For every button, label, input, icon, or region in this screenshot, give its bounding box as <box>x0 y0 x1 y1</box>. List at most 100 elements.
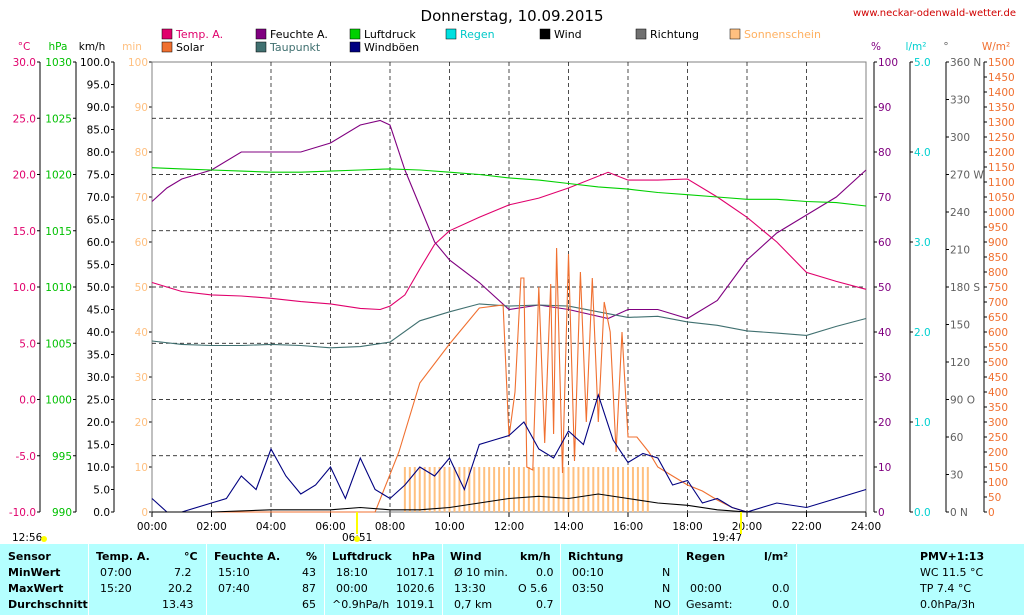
axis-tick-label: 75.0 <box>87 170 110 182</box>
axis-tick-label: 55.0 <box>87 260 110 272</box>
rain-total: 0.0 <box>772 598 790 611</box>
axis-tick-label: 20.0 <box>13 170 36 182</box>
axis-tick-label: 90 O <box>950 395 975 407</box>
axis-tick-label: 650 <box>988 312 1008 324</box>
axis-tick-label: 270 W <box>950 170 984 182</box>
legend-label: Wind <box>554 28 582 41</box>
sunshine-bar <box>517 467 520 512</box>
wind-max-value: O 5.6 <box>518 582 548 595</box>
axis-tick-label: 15.0 <box>87 440 110 452</box>
humidity-average: 65 <box>302 598 316 611</box>
wind-min-value: 0.0 <box>536 566 554 579</box>
rain-header: Regen <box>686 550 726 563</box>
legend-swatch <box>729 28 741 40</box>
wind-max-time: 13:30 <box>454 582 486 595</box>
sunshine-bar <box>503 467 506 512</box>
axis-tick-label: 60.0 <box>87 237 110 249</box>
axis-tick-label: 80 <box>135 147 148 159</box>
axis-tick-label: 1050 <box>988 192 1015 204</box>
rain-unit: l/m² <box>764 550 789 563</box>
axis-tick-label: 600 <box>988 327 1008 339</box>
axis-tick-label: 65.0 <box>87 215 110 227</box>
sunshine-bar <box>522 467 525 512</box>
axis-tick-label: 5.0 <box>93 485 110 497</box>
axis-unit: ° <box>943 41 948 53</box>
axis-tick-label: 20 <box>878 417 891 429</box>
axis-unit: % <box>871 41 881 53</box>
axis-tick-label: 1010 <box>45 282 72 294</box>
axis-tick-label: 950 <box>988 222 1008 234</box>
axis-tick-label: 550 <box>988 342 1008 354</box>
axis-tick-label: 100 <box>988 477 1008 489</box>
wind-distance: 0,7 km <box>454 598 493 611</box>
sunshine-bar <box>438 467 441 512</box>
wind-header: Wind <box>450 550 482 563</box>
axis-tick-label: 90.0 <box>87 102 110 114</box>
sunshine-bar <box>636 467 639 512</box>
pressure-average: 1019.1 <box>396 598 435 611</box>
axis-tick-label: 10.0 <box>87 462 110 474</box>
sunshine-bar <box>552 467 555 512</box>
min-row-label: MinWert <box>8 566 61 579</box>
axis-tick-label: 80 <box>878 147 891 159</box>
direction-min-time: 00:10 <box>572 566 604 579</box>
direction-max-value: N <box>662 582 671 595</box>
legend-label: Sonnenschein <box>744 28 821 41</box>
temp-min-time: 07:00 <box>100 566 132 579</box>
axis-tick-label: 900 <box>988 237 1008 249</box>
sunshine-bar <box>493 467 496 512</box>
axis-tick-label: 1450 <box>988 72 1015 84</box>
pressure-3h-trend: 0.0hPa/3h <box>920 598 976 611</box>
axis-tick-label: 15.0 <box>13 226 36 238</box>
axis-tick-label: 200 <box>988 447 1008 459</box>
axis-tick-label: 25.0 <box>13 113 36 125</box>
wind-min-label: Ø 10 min. <box>454 566 508 579</box>
axis-tick-label: 25.0 <box>87 395 110 407</box>
sunshine-bar <box>488 467 491 512</box>
axis-unit: °C <box>18 41 31 53</box>
humidity-max-time: 07:40 <box>218 582 250 595</box>
pressure-max-time: 00:00 <box>336 582 368 595</box>
rain-max-value: 0.0 <box>772 582 790 595</box>
axis-tick-label: 2.0 <box>914 327 931 339</box>
x-tick-label: 12:00 <box>494 521 524 533</box>
axis-unit: km/h <box>79 41 106 53</box>
sunshine-bar <box>567 467 570 512</box>
x-tick-label: 22:00 <box>791 521 821 533</box>
series-line-temp-a- <box>151 171 867 311</box>
axis-tick-label: 70.0 <box>87 192 110 204</box>
sunshine-bar <box>572 467 575 512</box>
axis-tick-label: 30 <box>135 372 148 384</box>
axis-tick-label: 1025 <box>45 113 72 125</box>
axis-tick-label: 40 <box>878 327 891 339</box>
weather-chart: Temp. A.Solar Feuchte A.Taupunkt Luftdruck… <box>9 7 1016 544</box>
statistics-table: Sensor MinWert MaxWert Durchschnitt Temp… <box>0 544 1024 615</box>
sunshine-bar <box>587 467 590 512</box>
axis-tick-label: 50 <box>988 492 1001 504</box>
sunshine-bar <box>448 467 451 512</box>
axis-tick-label: 1300 <box>988 117 1015 129</box>
legend-swatch <box>255 28 267 40</box>
sunshine-bar <box>612 467 615 512</box>
axis-tick-label: -10.0 <box>9 507 36 519</box>
series-line-taupunkt <box>151 303 867 349</box>
axis-tick-label: 1400 <box>988 87 1015 99</box>
axis-tick-label: 80.0 <box>87 147 110 159</box>
sunshine-bar <box>443 467 446 512</box>
legend-swatch <box>255 41 267 53</box>
series-line-feuchte-a- <box>151 119 867 320</box>
x-tick-label: 20:00 <box>732 521 762 533</box>
sensor-header: Sensor <box>8 550 51 563</box>
wind-unit: km/h <box>520 550 551 563</box>
legend-swatch <box>161 41 173 53</box>
windchill-value: WC 11.5 °C <box>920 566 984 579</box>
axis-tick-label: 0.0 <box>93 507 110 519</box>
axis-tick-label: 0 <box>141 507 148 519</box>
axis-tick-label: 995 <box>52 451 72 463</box>
axis-tick-label: 60 <box>878 237 891 249</box>
chart-legend: Temp. A.Solar Feuchte A.Taupunkt Luftdruck… <box>161 28 821 54</box>
sunshine-bar <box>498 467 501 512</box>
axis-tick-label: 30 <box>950 470 963 482</box>
axis-tick-label: 5.0 <box>19 338 36 350</box>
axis-tick-label: 10 <box>135 462 148 474</box>
